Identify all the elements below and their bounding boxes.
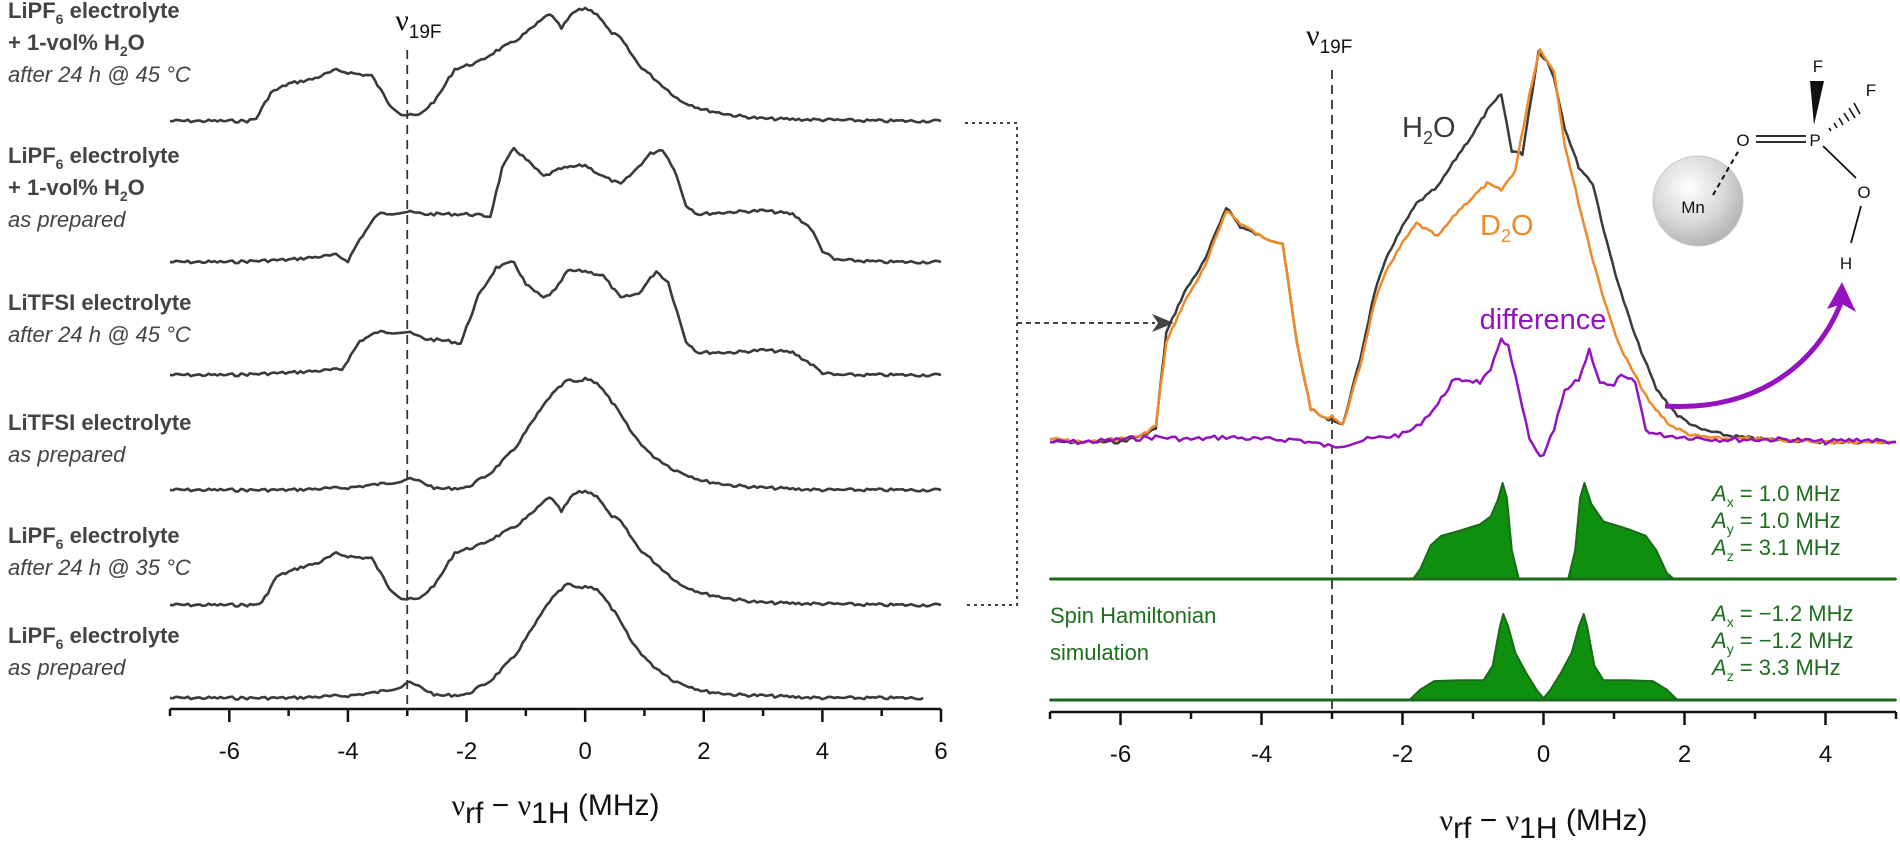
- trace-label-4-line-1: LiTFSI electrolyte: [8, 410, 191, 435]
- left-x-axis-title: νrf − ν1H (MHz): [451, 789, 659, 830]
- simulation-1-param-x: Ax = 1.0 MHz: [1710, 481, 1841, 510]
- left-traces: [169, 6, 942, 701]
- simulation-1-param-y: Ay = 1.0 MHz: [1710, 508, 1841, 537]
- left-trace-1: [169, 6, 942, 124]
- trace-label-1-line-2: + 1-vol% H2O: [8, 30, 145, 59]
- right-traces: [1049, 48, 1897, 458]
- left-tick-label: 0: [578, 738, 591, 765]
- nu-subscript: 19F: [409, 22, 442, 43]
- fluorine-atom-label-2: F: [1866, 81, 1876, 100]
- right-tick-label: -2: [1392, 741, 1413, 768]
- dotted-bracket-connector: [965, 122, 1174, 606]
- left-nu19f-label: ν19F: [395, 4, 441, 43]
- right-tick-label: -6: [1110, 741, 1131, 768]
- left-trace-5: [169, 489, 942, 608]
- left-trace-3: [169, 260, 942, 378]
- trace-label-3-line-1: LiTFSI electrolyte: [8, 290, 191, 315]
- trace-label-5-line-2: after 24 h @ 35 °C: [8, 555, 191, 580]
- trace-label-3-line-2: after 24 h @ 45 °C: [8, 322, 191, 347]
- curved-arrow: [1664, 299, 1845, 409]
- phosphorus-atom-label: P: [1809, 131, 1820, 150]
- trace-label-2-line-1: LiPF6 electrolyte: [8, 143, 180, 172]
- trace-label-6-line-2: as prepared: [8, 655, 126, 680]
- left-tick-label: 2: [697, 738, 710, 765]
- fluorine-atom-label-1: F: [1813, 57, 1823, 76]
- right-tick-label: 0: [1537, 741, 1550, 768]
- left-tick-label: -4: [337, 738, 358, 765]
- left-trace-6: [169, 582, 924, 701]
- curved-arrowhead-icon: [1827, 282, 1856, 312]
- mn-sphere-icon: [1652, 155, 1744, 247]
- left-x-axis: -6 -4 -2 0 2 4 6: [168, 707, 948, 765]
- bracket-arrowhead-icon: [1152, 314, 1174, 332]
- d2o-legend-label: D2O: [1480, 210, 1534, 246]
- trace-label-1-line-3: after 24 h @ 45 °C: [8, 62, 191, 87]
- right-nu19f-label: ν19F: [1306, 19, 1352, 58]
- left-trace-2: [169, 146, 942, 265]
- simulation-2-param-y: Ay = −1.2 MHz: [1710, 628, 1854, 657]
- p-o-bond: [1822, 145, 1857, 179]
- trace-label-2-line-2: + 1-vol% H2O: [8, 175, 145, 204]
- wedge-bond: [1810, 81, 1824, 125]
- left-tick-label: -2: [456, 738, 477, 765]
- simulation-traces: [1049, 482, 1897, 702]
- right-tick-label: -4: [1251, 741, 1272, 768]
- trace-label-4-line-2: as prepared: [8, 442, 126, 467]
- trace-label-2-line-3: as prepared: [8, 207, 126, 232]
- sim-label-line-1: Spin Hamiltonian: [1050, 603, 1216, 628]
- o-h-bond: [1850, 205, 1862, 244]
- left-tick-label: -6: [219, 738, 240, 765]
- simulation-trace-2: [1049, 613, 1897, 701]
- h2o-legend-label: H2O: [1402, 112, 1456, 148]
- right-tick-label: 2: [1678, 741, 1691, 768]
- difference-legend-label: difference: [1480, 304, 1607, 336]
- simulation-1-param-z: Az = 3.1 MHz: [1710, 535, 1841, 564]
- hydroxyl-oxygen-label: O: [1857, 183, 1870, 202]
- trace-label-5-line-1: LiPF6 electrolyte: [8, 523, 180, 552]
- sim-label-line-2: simulation: [1050, 640, 1149, 665]
- right-tick-label: 4: [1819, 741, 1832, 768]
- right-x-axis: -6 -4 -2 0 2 4: [1048, 710, 1898, 768]
- left-tick-label: 4: [816, 738, 829, 765]
- left-tick-label: 6: [934, 738, 947, 765]
- nu-symbol: ν: [395, 4, 409, 37]
- hydrogen-atom-label: H: [1840, 254, 1852, 273]
- trace-label-1-line-1: LiPF6 electrolyte: [8, 0, 180, 27]
- mn-phosphate-molecule-diagram: Mn O P F F O H: [1652, 57, 1876, 273]
- mn-atom-label: Mn: [1681, 198, 1705, 217]
- right-x-axis-title: νrf − ν1H (MHz): [1439, 804, 1647, 843]
- trace-label-6-line-1: LiPF6 electrolyte: [8, 623, 180, 652]
- simulation-2-param-x: Ax = −1.2 MHz: [1710, 601, 1854, 630]
- right-trace-difference: [1049, 337, 1897, 458]
- left-trace-labels: LiPF6 electrolyte + 1-vol% H2O after 24 h …: [8, 0, 191, 680]
- oxygen-atom-label: O: [1736, 131, 1749, 150]
- left-panel: LiPF6 electrolyte + 1-vol% H2O after 24 h …: [8, 0, 948, 830]
- hash-bond: [1828, 102, 1861, 132]
- right-panel: ν19F H2O D2O difference Spin Hamiltonian…: [1048, 19, 1898, 843]
- bracket-line: [965, 122, 1018, 606]
- left-trace-4: [169, 376, 942, 493]
- simulation-2-param-z: Az = 3.3 MHz: [1710, 655, 1841, 684]
